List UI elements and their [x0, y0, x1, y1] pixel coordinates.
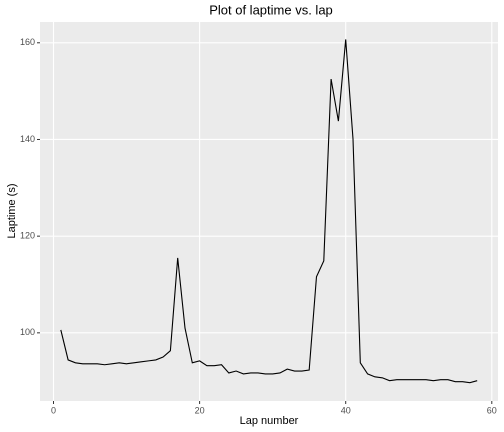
- y-tick-label: 100: [20, 327, 35, 337]
- line: [60, 39, 478, 384]
- x-tick-label: 20: [195, 405, 205, 415]
- x-tick-label: 0: [51, 405, 56, 415]
- x-tick-label: 60: [487, 405, 497, 415]
- y-axis-label: Laptime (s): [6, 183, 18, 238]
- x-axis-label: Lap number: [240, 415, 299, 427]
- chart-title: Plot of laptime vs. lap: [209, 2, 333, 17]
- y-tick-label: 160: [20, 37, 35, 47]
- panel: [40, 22, 498, 401]
- x-tick-label: 40: [341, 405, 351, 415]
- y-tick-label: 140: [20, 134, 35, 144]
- y-tick-label: 120: [20, 231, 35, 241]
